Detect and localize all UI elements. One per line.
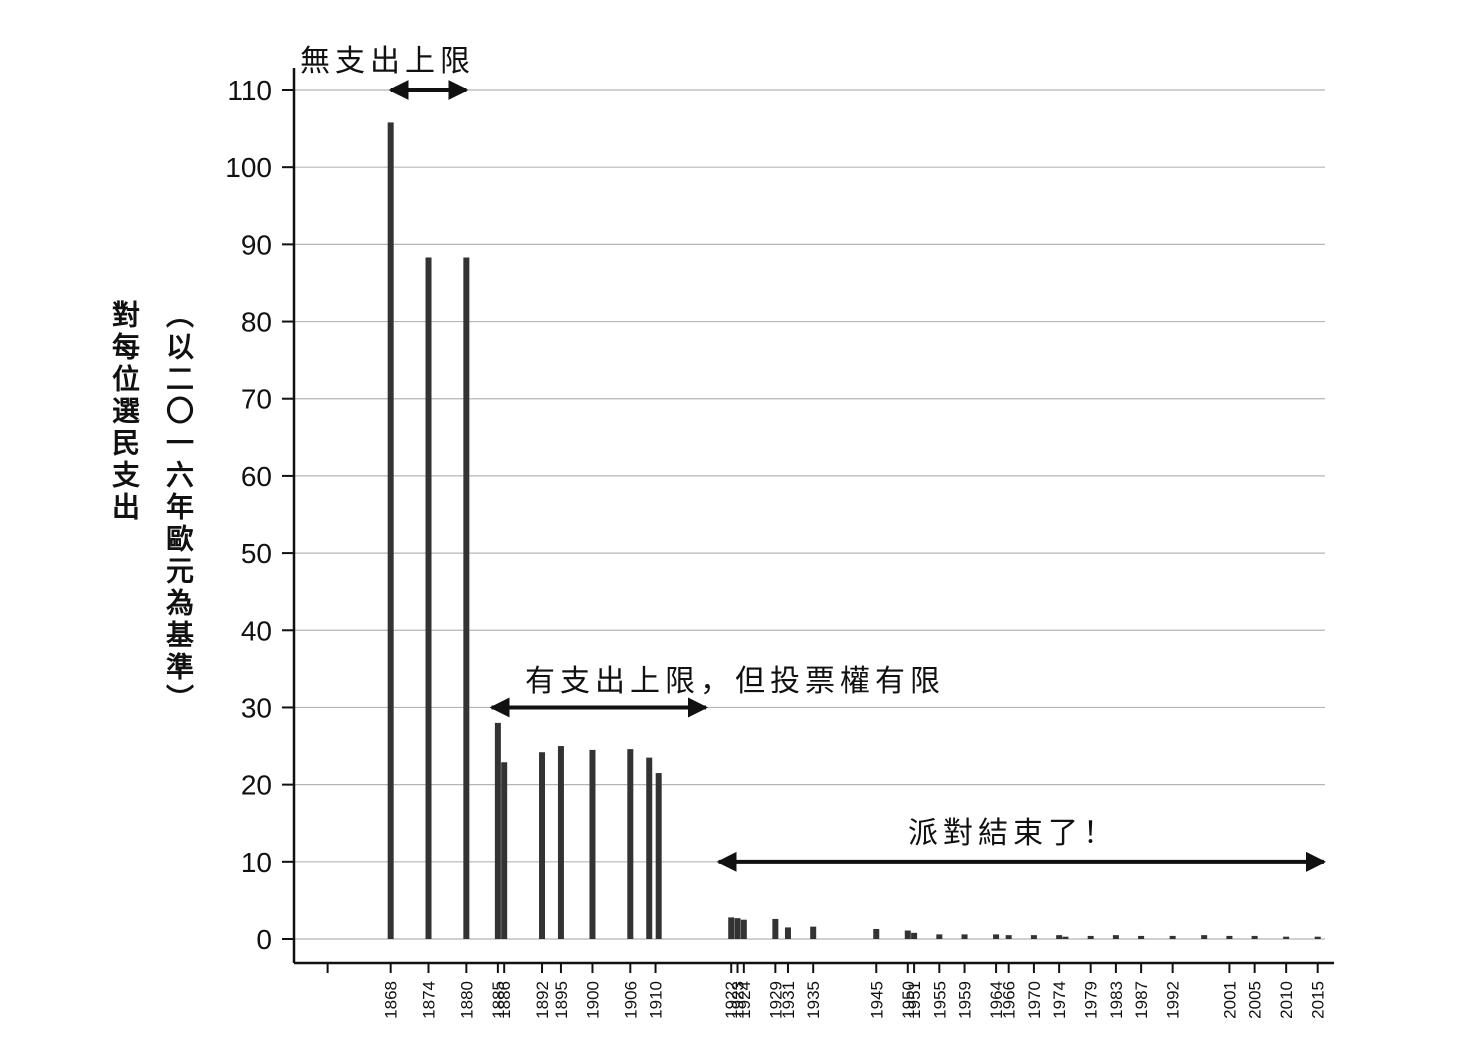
y-axis-label-main: 對每位選民支出 — [108, 300, 141, 524]
y-tick-label: 10 — [241, 847, 272, 878]
gridlines — [294, 89, 1325, 940]
bar — [961, 934, 968, 939]
bar — [501, 762, 508, 939]
y-axis-label-unit: （以二〇一六年歐元為基準） — [162, 300, 195, 716]
bar — [911, 932, 918, 939]
bar — [425, 257, 432, 939]
y-axis-ticks: 0 10 20 30 40 50 60 70 80 90 100 110 — [225, 75, 294, 955]
y-tick-label: 80 — [241, 307, 272, 338]
bar — [463, 257, 470, 939]
x-tick-label: 1924 — [735, 981, 754, 1019]
bar-series — [387, 122, 1321, 939]
x-tick-label: 1950 — [899, 981, 918, 1019]
annotation-arrows — [388, 80, 1326, 872]
x-tick-label: 1900 — [583, 981, 602, 1019]
bar — [772, 918, 779, 939]
y-tick-label: 70 — [241, 384, 272, 415]
bar — [810, 926, 817, 939]
bar — [1062, 936, 1069, 939]
bar — [1087, 935, 1094, 939]
x-tick-label: 1880 — [457, 981, 476, 1019]
x-tick-label: 1992 — [1164, 981, 1183, 1019]
bar — [627, 749, 634, 939]
bar — [993, 934, 1000, 939]
x-tick-label: 1959 — [956, 981, 975, 1019]
x-tick-label: 1929 — [766, 981, 785, 1019]
x-tick-label: 1964 — [987, 981, 1006, 1019]
x-tick-label: 1955 — [930, 981, 949, 1019]
bar — [1314, 936, 1321, 939]
annotation-spending-cap-limited-suffrage: 有支出上限，但投票權有限 — [525, 664, 945, 699]
y-tick-label: 50 — [241, 538, 272, 569]
bar — [784, 927, 791, 939]
y-tick-label: 90 — [241, 229, 272, 260]
bar — [494, 722, 501, 939]
annotation-no-spending-cap: 無支出上限 — [300, 44, 475, 79]
x-tick-label: 2001 — [1220, 981, 1239, 1019]
bar — [1056, 935, 1063, 939]
x-tick-label: 1886 — [495, 981, 514, 1019]
annotation-party-over: 派對結束了！ — [908, 816, 1118, 851]
y-tick-label: 30 — [241, 692, 272, 723]
bar — [646, 757, 653, 939]
x-tick-label: 1951 — [905, 981, 924, 1019]
y-axis-label: （以二〇一六年歐元為基準） 對每位選民支出 — [108, 300, 198, 760]
bar — [1226, 935, 1233, 939]
x-tick-label: 1885 — [489, 981, 508, 1019]
x-tick-label: 1923 — [729, 981, 748, 1019]
bar — [1005, 935, 1012, 939]
bar — [1112, 935, 1119, 939]
bar — [1030, 935, 1037, 939]
bar — [655, 773, 662, 939]
bar — [740, 919, 747, 939]
x-tick-label: 1874 — [420, 981, 439, 1019]
y-tick-label: 100 — [225, 152, 272, 183]
bar — [589, 749, 596, 939]
x-tick-label: 1983 — [1107, 981, 1126, 1019]
bar — [728, 917, 735, 939]
x-tick-label: 1987 — [1132, 981, 1151, 1019]
bar — [873, 928, 880, 939]
y-tick-label: 0 — [256, 924, 272, 955]
bar — [387, 122, 394, 939]
x-tick-label: 1922 — [722, 981, 741, 1019]
bar — [936, 934, 943, 939]
x-tick-label: 1945 — [867, 981, 886, 1019]
x-tick-label: 1966 — [1000, 981, 1019, 1019]
bar — [539, 752, 546, 939]
bar — [1169, 935, 1176, 939]
x-tick-label: 1935 — [804, 981, 823, 1019]
bar — [1201, 935, 1208, 939]
x-tick-label: 1974 — [1050, 981, 1069, 1019]
x-tick-label: 1868 — [382, 981, 401, 1019]
bar — [557, 746, 564, 939]
x-tick-label: 2010 — [1277, 981, 1296, 1019]
y-tick-label: 60 — [241, 461, 272, 492]
bar — [1138, 935, 1145, 939]
y-tick-label: 110 — [227, 75, 272, 106]
x-tick-label: 1970 — [1025, 981, 1044, 1019]
x-tick-label: 1979 — [1082, 981, 1101, 1019]
x-tick-label: 1895 — [552, 981, 571, 1019]
y-tick-label: 20 — [241, 770, 272, 801]
bar — [1283, 936, 1290, 939]
bar — [1251, 935, 1258, 939]
x-tick-label: 1931 — [779, 981, 798, 1019]
x-tick-label: 2005 — [1246, 981, 1265, 1019]
x-tick-label: 1906 — [621, 981, 640, 1019]
bar — [904, 930, 911, 939]
axes — [292, 68, 1334, 965]
x-tick-label: 1892 — [533, 981, 552, 1019]
y-tick-label: 40 — [241, 615, 272, 646]
x-tick-label: 2015 — [1309, 981, 1328, 1019]
x-tick-label: 1910 — [647, 981, 666, 1019]
bar — [734, 918, 741, 939]
